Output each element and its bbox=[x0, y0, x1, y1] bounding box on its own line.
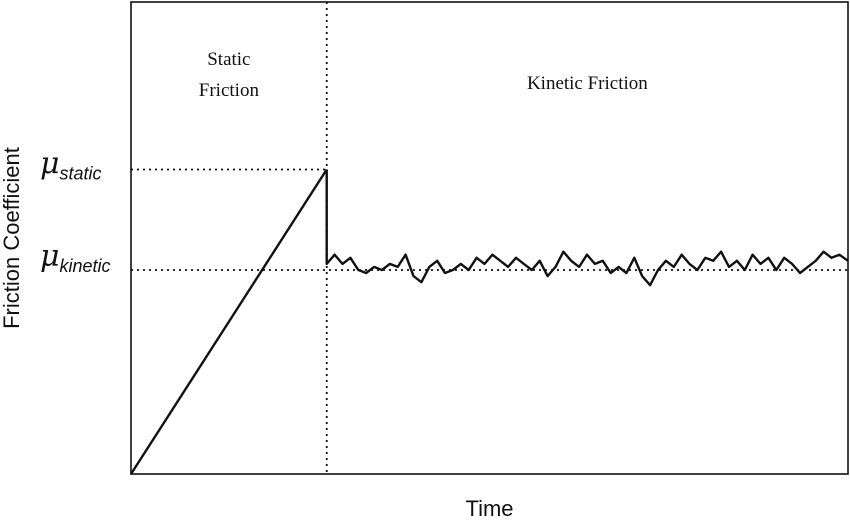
mu-kinetic-symbol: μ bbox=[40, 239, 60, 274]
mu-kinetic-subscript: kinetic bbox=[60, 256, 111, 276]
kinetic-friction-series-line bbox=[325, 169, 849, 287]
mu-kinetic-tick-label: μkinetic bbox=[40, 239, 111, 276]
mu-static-tick-label: μstatic bbox=[40, 146, 102, 183]
static-friction-label-line-2: Friction bbox=[199, 80, 260, 101]
static-friction-ramp-line bbox=[129, 168, 328, 475]
y-axis-title: Friction Coefficient bbox=[0, 147, 24, 329]
mu-static-symbol: μ bbox=[40, 146, 60, 181]
static-friction-label-line-1: Static bbox=[207, 49, 250, 70]
kinetic-friction-label: Kinetic Friction bbox=[527, 73, 648, 94]
x-axis-title: Time bbox=[465, 496, 513, 520]
plot-frame bbox=[130, 1, 849, 475]
mu-static-subscript: static bbox=[60, 163, 102, 183]
